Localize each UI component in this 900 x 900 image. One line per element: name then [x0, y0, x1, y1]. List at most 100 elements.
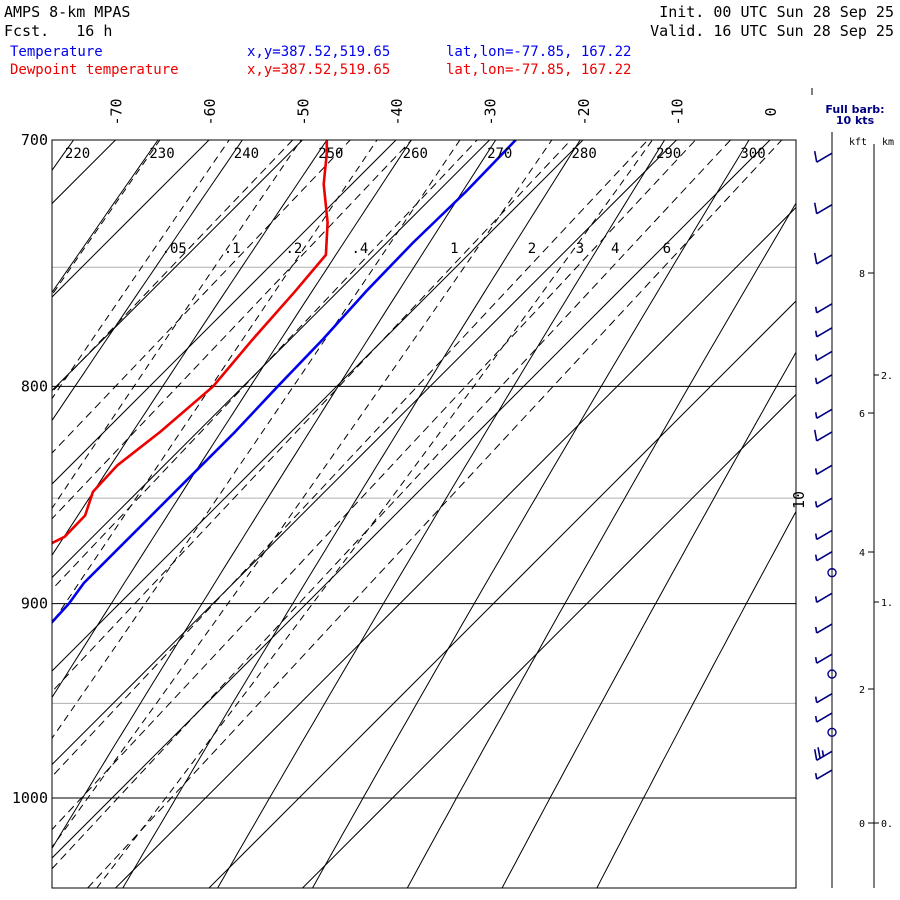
isotherm-label-10: 10 [790, 491, 808, 509]
moist-adiabat [52, 140, 302, 510]
dry-adiabat [52, 140, 497, 850]
barb-full [813, 749, 818, 761]
kft-tick-label-4: 4 [859, 548, 865, 559]
moist-adiabat [52, 140, 378, 624]
barb-staff [816, 550, 833, 562]
wind-barb [814, 408, 833, 419]
barb-staff [816, 592, 833, 604]
wind-barb [814, 592, 833, 604]
theta-label-290: 290 [656, 146, 681, 162]
wind-barb [814, 653, 833, 664]
barb-half [814, 533, 818, 540]
barb-half [814, 772, 818, 780]
barb-half [821, 750, 825, 757]
wind-barb [814, 327, 833, 338]
theta-label-240: 240 [234, 146, 259, 162]
isotherm-line [52, 140, 678, 766]
wind-barb [814, 464, 833, 476]
barb-half [814, 468, 818, 475]
mixing-ratio-line [52, 140, 478, 591]
theta-label-260: 260 [403, 146, 428, 162]
barb-half [814, 596, 818, 603]
wind-barb [814, 374, 833, 385]
dry-adiabat [52, 140, 244, 422]
barb-half [814, 354, 818, 361]
mixing-ratio-label-2: 2 [528, 241, 536, 257]
barb-half [814, 696, 818, 703]
isotherm-label--20: -20 [575, 98, 593, 125]
valid-time: Valid. 16 UTC Sun 28 Sep 25 [650, 22, 894, 40]
mixing-ratio-line [52, 140, 697, 831]
barb-staff [816, 769, 833, 780]
wind-barb [814, 303, 833, 314]
kft-label: kft [849, 137, 867, 148]
barb-staff [816, 303, 833, 314]
theta-label-270: 270 [487, 146, 512, 162]
chart-labels: 700 800 900 1000 -70 -60 -50 -40 -30 -20 -10 0 10 220… [12, 98, 808, 807]
legend-temperature-latlon: lat,lon=-77.85, 167.22 [446, 44, 632, 60]
barb-staff [816, 350, 833, 362]
isotherm-line [52, 140, 584, 672]
wind-barb [827, 669, 837, 679]
wind-barb [814, 529, 833, 541]
barb-staff [816, 464, 833, 476]
kft-tick-label-0: 0 [859, 819, 865, 830]
km-tick-label-1: 1. [881, 598, 893, 609]
wind-barb [814, 769, 833, 780]
barb-half [814, 554, 818, 561]
wind-barb [827, 567, 837, 578]
isotherm-line [52, 140, 210, 298]
mixing-ratio-label-3: 3 [576, 241, 584, 257]
dry-adiabat [122, 140, 581, 888]
kft-tick-label-2: 2 [859, 685, 865, 696]
barb-staff [816, 327, 833, 338]
isotherm-label--50: -50 [295, 98, 313, 125]
pressure-label-1000: 1000 [12, 789, 48, 807]
isotherm-line [114, 206, 796, 888]
barb-half [814, 715, 818, 723]
legend-dewpoint-label: Dewpoint temperature [10, 62, 179, 78]
wind-barb [813, 150, 833, 163]
theta-label-220: 220 [65, 146, 90, 162]
mixing-ratio-line [52, 140, 294, 393]
isotherm-label--30: -30 [482, 98, 500, 125]
theta-label-280: 280 [572, 146, 597, 162]
wind-barb [813, 202, 833, 215]
legend-temperature-xy: x,y=387.52,519.65 [247, 44, 391, 60]
mixing-ratio-line [87, 140, 783, 888]
barb-scale-note: Full barb: 10 kts [812, 104, 898, 126]
barb-staff [816, 692, 833, 704]
kft-tick-label-6: 6 [859, 409, 865, 420]
mixing-ratio-line [52, 140, 732, 870]
isotherm-label--40: -40 [388, 98, 406, 125]
barb-note-line1: Full barb: [825, 103, 885, 116]
forecast-hour: Fcst. 16 h [4, 22, 113, 40]
wind-barb [814, 623, 833, 634]
dry-adiabat [406, 202, 796, 888]
moist-adiabat [96, 140, 654, 888]
legend-temperature-label: Temperature [10, 44, 103, 60]
mixing-ratio-label-p1: .1 [224, 241, 241, 257]
barb-half [814, 412, 818, 419]
barb-staff [816, 497, 833, 508]
barb-staff [816, 152, 833, 163]
km-tick-label-2: 2. [881, 371, 893, 382]
kft-tick-label-8: 8 [859, 269, 865, 280]
wind-barb [813, 429, 833, 442]
calm-circle [827, 567, 837, 578]
wind-barb [814, 692, 833, 704]
isotherm-line [52, 140, 397, 485]
mixing-ratio-label-p4: .4 [351, 241, 368, 257]
chart-grid [52, 140, 796, 888]
pressure-label-800: 800 [21, 377, 48, 395]
barb-note-line2: 10 kts [835, 114, 875, 127]
wind-barb [814, 550, 833, 562]
dry-adiabat [52, 140, 412, 699]
isotherm-line [52, 140, 304, 392]
mixing-ratio-line [52, 140, 649, 778]
theta-label-300: 300 [740, 146, 765, 162]
barb-full [813, 150, 818, 163]
isotherm-label--70: -70 [108, 98, 126, 125]
wind-barb [813, 252, 833, 265]
